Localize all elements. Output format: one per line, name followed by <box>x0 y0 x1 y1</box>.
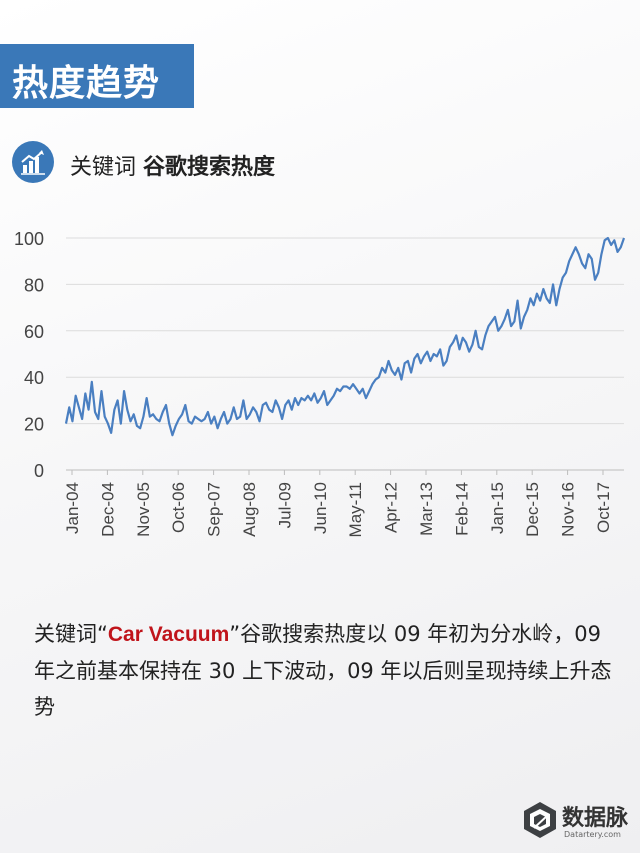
x-tick-label: Apr-12 <box>382 482 401 533</box>
brand-logo: 数据脉 Datartery.com <box>520 800 628 844</box>
heading-bold: 谷歌搜索热度 <box>143 155 276 180</box>
x-tick-label: Sep-07 <box>205 482 224 537</box>
x-tick-label: Oct-17 <box>594 482 613 533</box>
chart-heading-text: 关键词 谷歌搜索热度 <box>70 149 275 181</box>
description-part1: 关键词“ <box>34 622 108 646</box>
description-text: 关键词“Car Vacuum”谷歌搜索热度以 09 年初为分水岭，09 年之前基… <box>34 616 624 725</box>
logo-url: Datartery.com <box>564 830 621 839</box>
y-tick-label: 40 <box>24 368 44 388</box>
x-tick-label: Mar-13 <box>417 482 436 536</box>
logo-name: 数据脉 <box>562 806 629 831</box>
x-tick-label: Nov-05 <box>134 482 153 537</box>
x-tick-label: Jun-10 <box>311 482 330 534</box>
heading-prefix: 关键词 <box>70 155 137 180</box>
series-line <box>64 236 626 437</box>
y-tick-label: 0 <box>34 461 44 481</box>
x-tick-label: Nov-16 <box>559 482 578 537</box>
y-tick-label: 60 <box>24 322 44 342</box>
page-title: 热度趋势 <box>12 63 161 104</box>
x-tick-label: Dec-04 <box>98 482 117 537</box>
cube-logo-icon <box>524 802 556 838</box>
trend-line-chart: 0 20 40 60 80 100 Jan-04 Dec-04 Nov-05 Oct-06 Sep-… <box>14 229 626 537</box>
x-tick-label: Jul-09 <box>275 482 294 528</box>
x-tick-label: Oct-06 <box>169 482 188 533</box>
x-tick-label: Dec-15 <box>523 482 542 537</box>
x-tick-label: May-11 <box>346 482 365 537</box>
x-tick-label: Aug-08 <box>240 482 259 537</box>
y-tick-label: 20 <box>24 415 44 435</box>
x-tick-label: Jan-04 <box>63 482 82 534</box>
y-tick-label: 100 <box>14 229 44 249</box>
keyword-highlight: Car Vacuum <box>107 623 230 646</box>
title-banner: 热度趋势 <box>0 44 194 108</box>
x-tick-label: Feb-14 <box>452 482 471 536</box>
description-part2: ”谷歌搜索热度以 09 年初为分水岭，09 年之前基本保持在 30 上下波动，0… <box>34 622 612 719</box>
y-tick-label: 80 <box>24 275 44 295</box>
x-tick-label: Jan-15 <box>488 482 507 534</box>
bar-chart-icon <box>12 141 54 183</box>
